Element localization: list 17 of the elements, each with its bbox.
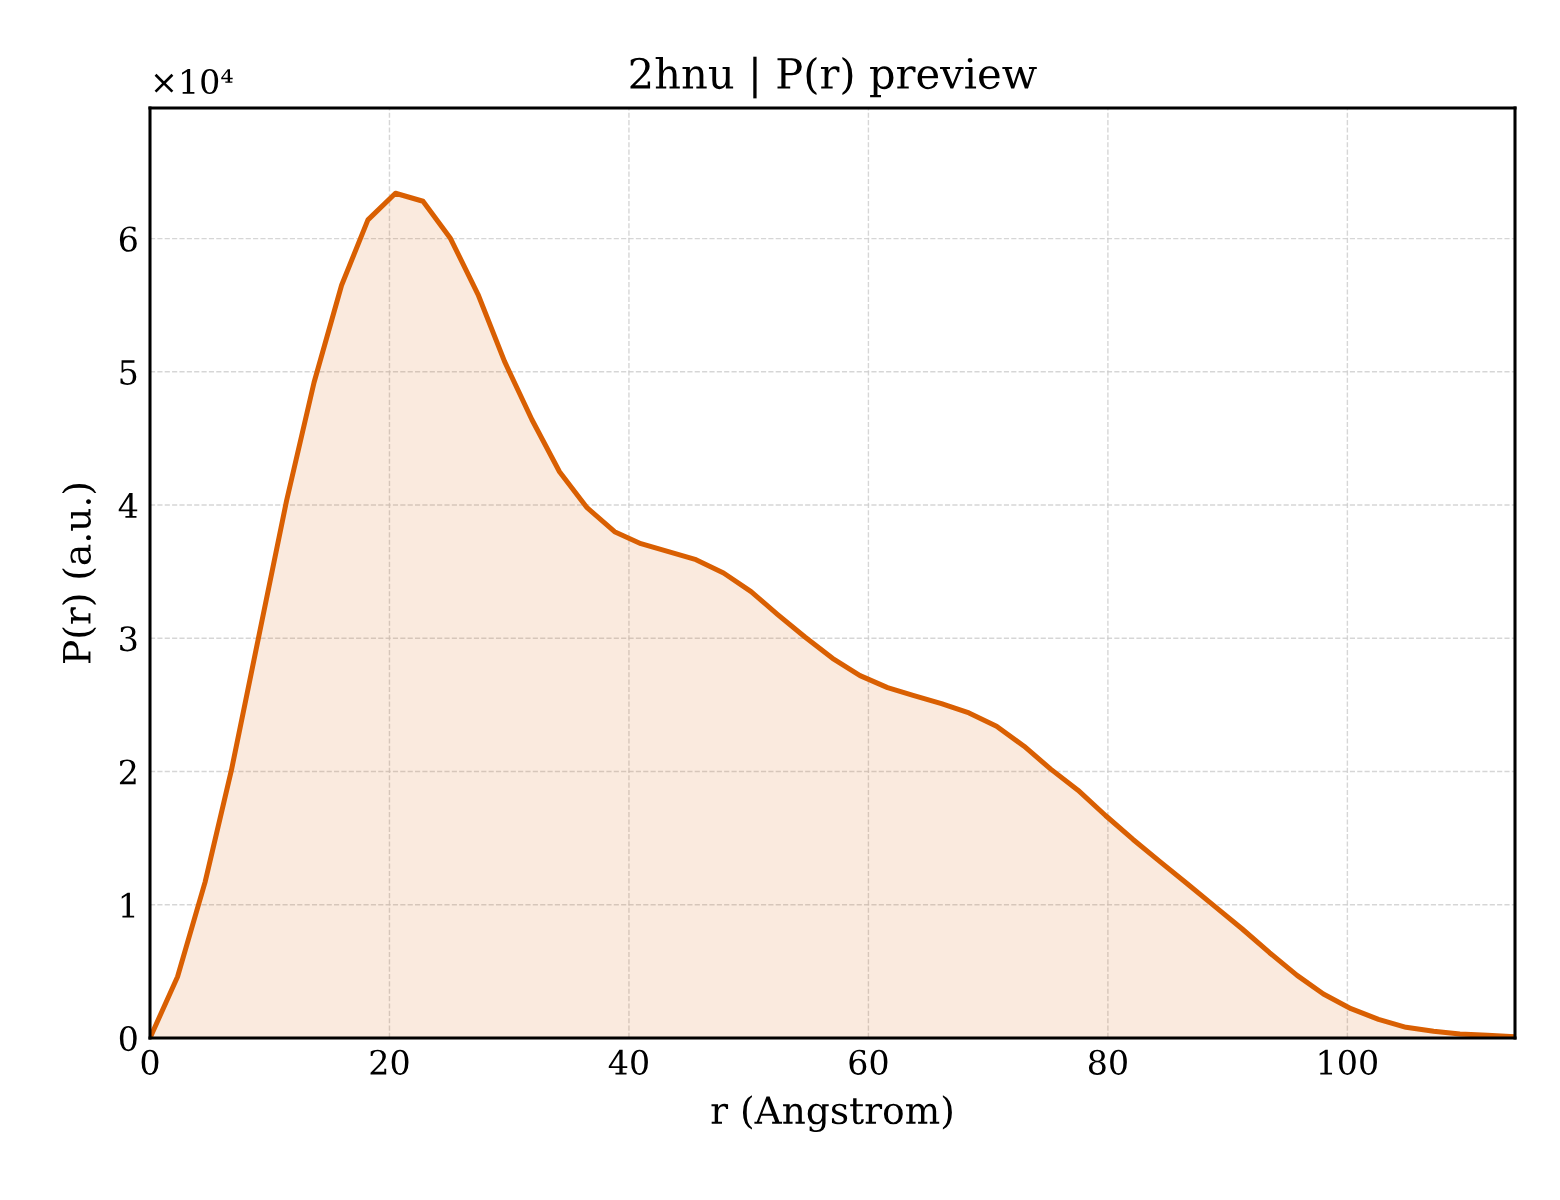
y-tick-label: 1: [121, 892, 135, 918]
x-axis-title: r (Angstrom): [711, 1095, 952, 1133]
text: ×10⁴: [154, 68, 233, 95]
x-tick-label: 40: [608, 1049, 648, 1075]
x-tick-label: 60: [849, 1049, 888, 1075]
y-tick-label: 6: [119, 226, 137, 252]
y-tick-label: 3: [120, 626, 137, 652]
y-tick-label: 2: [119, 759, 136, 785]
chart-title: 2hnu | P(r) preview: [630, 56, 1037, 99]
x-tick-label: 0: [141, 1049, 159, 1075]
x-tick-label: 20: [370, 1049, 409, 1075]
x-tick-label: 80: [1088, 1049, 1127, 1075]
y-tick-label: 4: [118, 492, 138, 518]
y-tick-label: 0: [119, 1025, 137, 1052]
y-axis-title: P(r) (a.u.): [61, 483, 97, 663]
x-tick-label: 100: [1319, 1049, 1377, 1075]
y-tick-label: 5: [120, 360, 137, 385]
